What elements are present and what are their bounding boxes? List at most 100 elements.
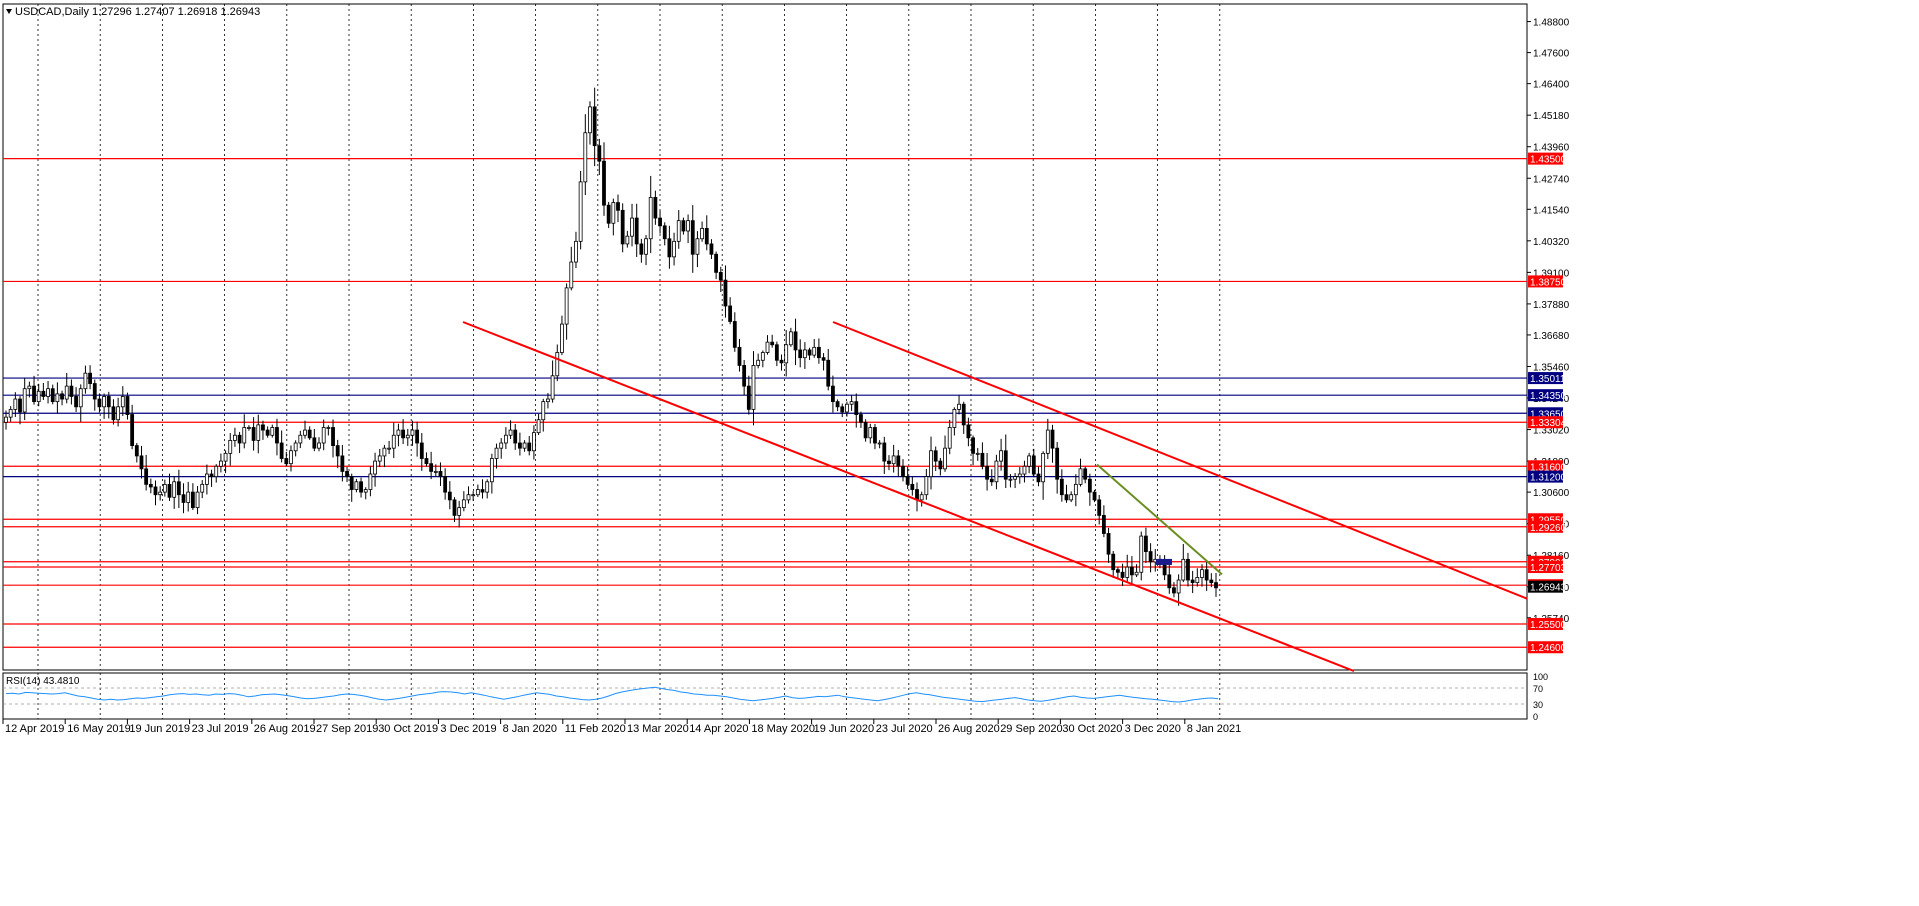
- candle-body: [541, 401, 546, 421]
- price-level-label: 1.33650: [1530, 409, 1567, 420]
- candle-body: [536, 419, 541, 434]
- candle-body: [480, 489, 485, 493]
- price-level-label: 1.29260: [1530, 523, 1567, 534]
- candle-body: [200, 483, 205, 493]
- candle-body: [873, 427, 877, 444]
- candle-body: [106, 396, 111, 408]
- candle-body: [466, 494, 471, 501]
- channel-line: [832, 321, 1528, 600]
- candle-body: [994, 460, 999, 483]
- candle-body: [78, 388, 83, 408]
- y-tick-label: 1.33020: [1533, 426, 1570, 437]
- y-tick-label: 1.30600: [1533, 488, 1570, 499]
- y-tick-label: 1.45180: [1533, 111, 1570, 122]
- candle-body: [919, 494, 924, 501]
- candle-body: [415, 429, 420, 444]
- x-tick-label: 3 Dec 2019: [440, 723, 496, 735]
- collapse-triangle-icon[interactable]: [6, 9, 12, 14]
- candle-body: [345, 471, 349, 478]
- candle-body: [22, 388, 27, 413]
- x-tick-label: 26 Aug 2019: [254, 723, 316, 735]
- candle-body: [840, 406, 845, 413]
- price-level-tag: [1528, 460, 1563, 473]
- candle-body: [686, 220, 690, 232]
- candle-body: [732, 321, 737, 348]
- candle-body: [915, 489, 919, 501]
- price-level-tag: [1528, 372, 1563, 385]
- candle-body: [1083, 468, 1088, 480]
- candle-body: [111, 406, 116, 421]
- candle-body: [784, 344, 789, 364]
- candle-body: [494, 447, 499, 459]
- candle-body: [947, 427, 952, 449]
- rsi-panel: RSI(14) 43.4810 100 70 30 0: [3, 672, 1548, 722]
- candle-body: [667, 238, 672, 258]
- candle-body: [1115, 569, 1120, 573]
- candle-body: [564, 287, 569, 325]
- price-level-label: 1.27703: [1530, 563, 1567, 574]
- candle-body: [251, 427, 256, 441]
- candle-body: [1148, 551, 1153, 563]
- candle-body: [845, 403, 849, 413]
- x-tick-label: 19 Jun 2020: [814, 723, 875, 735]
- x-tick-label: 30 Oct 2019: [378, 723, 438, 735]
- candle-body: [826, 359, 831, 387]
- candle-body: [69, 385, 74, 397]
- candle-body: [83, 372, 88, 390]
- candle-body: [690, 220, 695, 255]
- candle-body: [1013, 476, 1018, 480]
- price-level-tag: [1528, 470, 1563, 483]
- candle-body: [326, 427, 331, 429]
- candle-body: [401, 429, 406, 439]
- candle-body: [1092, 491, 1097, 501]
- candle-body: [961, 403, 966, 426]
- candle-body: [704, 228, 709, 245]
- candle-body: [134, 445, 139, 457]
- candle-body: [700, 228, 705, 240]
- candle-body: [270, 427, 275, 436]
- price-level-tag: [1528, 561, 1563, 574]
- candle-body: [1050, 429, 1055, 449]
- candle-body: [228, 440, 233, 454]
- candle-body: [396, 429, 401, 436]
- candle-body: [485, 481, 490, 493]
- candle-body: [1162, 564, 1167, 576]
- candle-body: [602, 160, 606, 206]
- candle-body: [658, 217, 662, 227]
- price-level-label: 1.33304: [1530, 418, 1567, 429]
- candle-body: [891, 455, 896, 465]
- candle-body: [672, 240, 676, 258]
- candle-body: [933, 450, 938, 462]
- candle-body: [223, 452, 228, 462]
- candle-body: [172, 481, 177, 498]
- price-level-tag: [1528, 275, 1563, 288]
- candle-body: [1036, 473, 1041, 483]
- candle-body: [756, 359, 761, 366]
- candle-body: [952, 408, 957, 428]
- candle-body: [4, 416, 8, 423]
- x-tick-label: 19 Jun 2019: [129, 723, 190, 735]
- candle-body: [592, 106, 597, 147]
- candle-body: [373, 460, 377, 475]
- candle-body: [204, 473, 209, 485]
- candle-body: [335, 445, 340, 457]
- candle-body: [298, 434, 303, 444]
- symbol-header: USDCAD,Daily 1.27296 1.27407 1.26918 1.2…: [15, 6, 260, 18]
- candle-body: [88, 372, 92, 384]
- candle-body: [1200, 569, 1204, 578]
- candle-body: [1059, 478, 1064, 496]
- x-tick-label: 11 Feb 2020: [565, 723, 626, 735]
- candle-body: [46, 388, 50, 397]
- candle-body: [574, 240, 578, 263]
- candle-body: [989, 478, 994, 483]
- trend-lines: [462, 321, 1528, 672]
- candle-body: [863, 421, 868, 439]
- candle-body: [452, 499, 457, 516]
- candle-body: [639, 243, 644, 255]
- candle-body: [648, 196, 653, 240]
- candle-body: [1111, 553, 1116, 571]
- candle-body: [887, 460, 891, 465]
- rsi-scale-label: 0: [1533, 712, 1538, 722]
- candle-body: [695, 238, 700, 255]
- candle-body: [261, 424, 265, 431]
